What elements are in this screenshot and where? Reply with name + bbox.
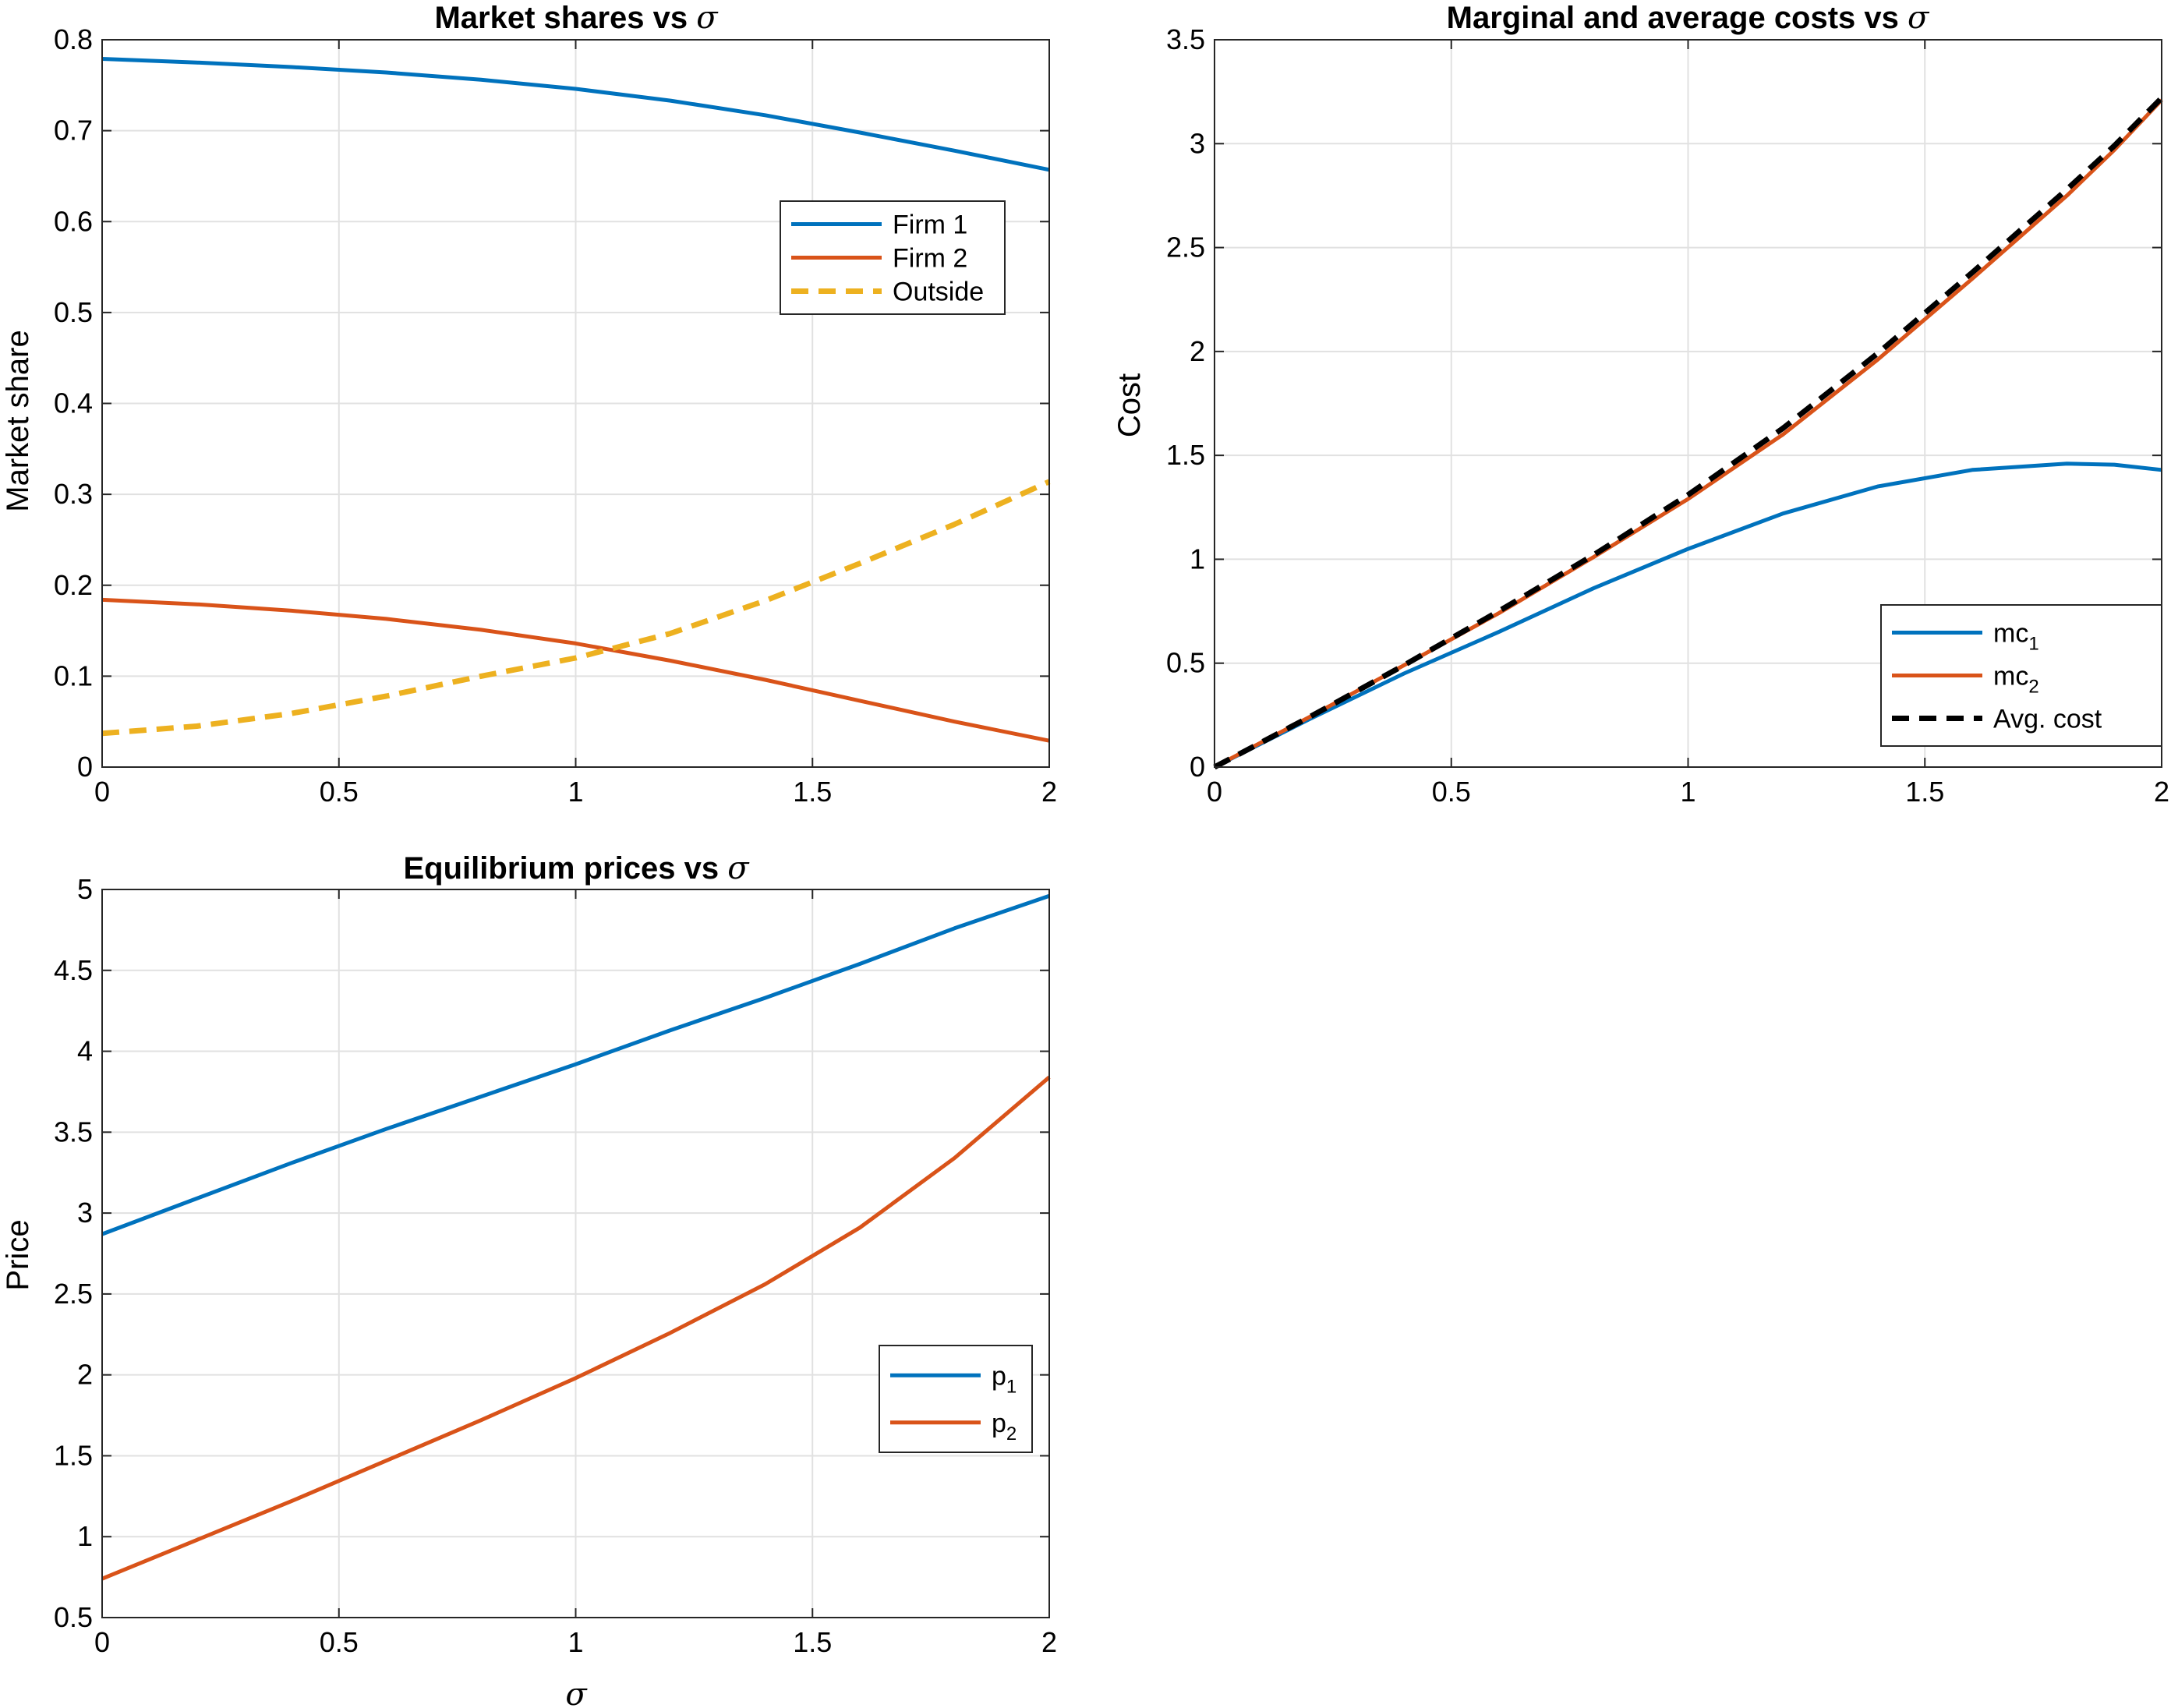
y-tick-label: 5 xyxy=(77,873,93,905)
y-tick-label: 0.7 xyxy=(54,115,93,147)
x-tick-label: 2 xyxy=(1041,1626,1057,1658)
axes-box xyxy=(101,39,1050,768)
y-tick-label: 0.5 xyxy=(1166,647,1205,679)
x-tick-label: 1 xyxy=(568,1626,583,1658)
x-tick-label: 0.5 xyxy=(320,1626,359,1658)
y-tick-label: 0 xyxy=(77,751,93,783)
x-tick-label: 1.5 xyxy=(793,776,832,808)
y-tick-label: 1 xyxy=(77,1520,93,1552)
y-tick-label: 0.3 xyxy=(54,478,93,510)
y-tick-label: 3 xyxy=(77,1197,93,1229)
series-line xyxy=(101,57,1050,172)
y-tick-label: 4 xyxy=(77,1035,93,1067)
tick-labels: 0 0.5 1 1.5 2 0 0.5 1 1.5 2 2.5 3 3.5 xyxy=(1166,23,2169,808)
y-tick-label: 3.5 xyxy=(54,1116,93,1148)
x-tick-label: 2 xyxy=(1041,776,1057,808)
tick-labels: 0 0.5 1 1.5 20.511.522.533.544.55 xyxy=(54,873,1057,1658)
legend-label: p1 xyxy=(992,1361,1017,1397)
series-line xyxy=(1213,96,2164,770)
y-axis-label: Price xyxy=(1,1219,35,1290)
y-tick-label: 0.1 xyxy=(54,660,93,691)
series-line xyxy=(1213,461,2162,769)
x-tick-label: 0.5 xyxy=(1432,776,1471,808)
legend: Firm 1 Firm 2 Outside xyxy=(780,200,1006,315)
chart-title: Marginal and average costs vs σ xyxy=(1447,0,1930,36)
plot-area xyxy=(101,893,1051,1581)
x-tick-label: 0 xyxy=(1207,776,1222,808)
y-tick-label: 3 xyxy=(1190,127,1205,159)
legend-label: p2 xyxy=(992,1409,1017,1445)
y-tick-label: 0.5 xyxy=(54,296,93,328)
y-axis-label: Market share xyxy=(1,330,35,511)
y-tick-label: 0.5 xyxy=(54,1601,93,1633)
panel-prices: Equilibrium prices vs σ 0 0.5 1 1.5 20.511.5… xyxy=(1,850,1057,1708)
series-line xyxy=(101,893,1050,1236)
y-tick-label: 2.5 xyxy=(1166,232,1205,263)
y-tick-label: 0.4 xyxy=(54,387,93,419)
legend-label: mc1 xyxy=(1993,619,2039,655)
y-tick-label: 0.2 xyxy=(54,569,93,601)
y-tick-label: 1 xyxy=(1190,543,1205,575)
y-tick-label: 4.5 xyxy=(54,954,93,986)
legend-label: mc2 xyxy=(1993,662,2039,698)
x-tick-label: 1.5 xyxy=(793,1626,832,1658)
panel-market-shares: Market shares vs σ 0 0.5 1 1.5 2 0 0.1 0.2 0.3 0.… xyxy=(1,0,1057,808)
axes-box xyxy=(101,889,1050,1618)
y-tick-label: 1.5 xyxy=(1166,439,1205,471)
y-tick-label: 0.8 xyxy=(54,23,93,55)
x-tick-label: 0.5 xyxy=(320,776,359,808)
x-tick-label: 1.5 xyxy=(1905,776,1944,808)
y-tick-label: 1.5 xyxy=(54,1439,93,1471)
series-line xyxy=(101,1075,1051,1581)
legend-box xyxy=(879,1345,1033,1453)
tick-labels: 0 0.5 1 1.5 2 0 0.1 0.2 0.3 0.4 0.5 0.6 0.7 0.8 xyxy=(54,23,1057,808)
legend-label: Firm 1 xyxy=(893,210,967,240)
y-tick-label: 3.5 xyxy=(1166,23,1205,55)
y-tick-label: 2 xyxy=(77,1359,93,1391)
plot-area xyxy=(101,57,1051,743)
plot-area xyxy=(1213,96,2164,770)
chart-title: Market shares vs σ xyxy=(434,0,719,36)
x-tick-label: 0 xyxy=(94,1626,110,1658)
x-tick-label: 1 xyxy=(568,776,583,808)
y-axis-label: Cost xyxy=(1112,373,1147,437)
panel-costs: Marginal and average costs vs σ 0 0.5 1 1.5… xyxy=(1112,0,2169,808)
x-tick-label: 0 xyxy=(94,776,110,808)
y-tick-label: 0 xyxy=(1190,751,1205,783)
series-line xyxy=(101,479,1051,737)
x-axis-label: σ xyxy=(565,1677,588,1708)
y-tick-label: 2.5 xyxy=(54,1278,93,1310)
y-tick-label: 2 xyxy=(1190,335,1205,367)
x-tick-label: 1 xyxy=(1680,776,1695,808)
chart-title: Equilibrium prices vs σ xyxy=(404,850,751,886)
y-tick-label: 0.6 xyxy=(54,205,93,237)
legend-label: Firm 2 xyxy=(893,244,967,274)
series-line xyxy=(101,597,1050,743)
legend: mc1 mc2 Avg. cost xyxy=(1880,604,2162,747)
legend-label: Avg. cost xyxy=(1993,705,2102,734)
x-tick-label: 2 xyxy=(2154,776,2169,808)
legend-label: Outside xyxy=(893,278,984,307)
